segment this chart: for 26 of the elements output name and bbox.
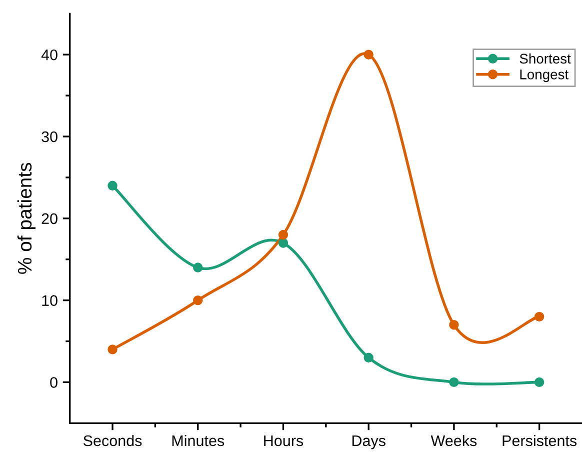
x-tick-label: Hours [264,436,304,446]
point [278,238,288,248]
point [449,320,459,330]
x-tick-label: Weeks [430,434,477,446]
legend-label: Shortest [520,53,571,64]
point [534,312,544,322]
y-axis-title: % of patients [17,162,36,274]
y-tick-label: 20 [42,213,58,224]
x-tick-label: Persistents [502,434,577,446]
y-tick-label: 0 [50,377,58,388]
point [108,344,118,354]
y-tick-label: 10 [42,295,58,306]
x-tick-label: Seconds [83,434,142,446]
point [364,50,374,60]
point [364,352,374,362]
y-tick-label: 40 [41,49,58,60]
point [108,180,118,190]
point [449,377,459,388]
point [193,295,203,306]
point [278,230,288,240]
point [534,377,544,388]
y-tick-label: 30 [42,131,58,142]
x-tick-label: Minutes [172,434,224,446]
point [193,262,203,272]
legend-label: Longest [520,70,568,82]
x-tick-label: Days [352,436,386,450]
